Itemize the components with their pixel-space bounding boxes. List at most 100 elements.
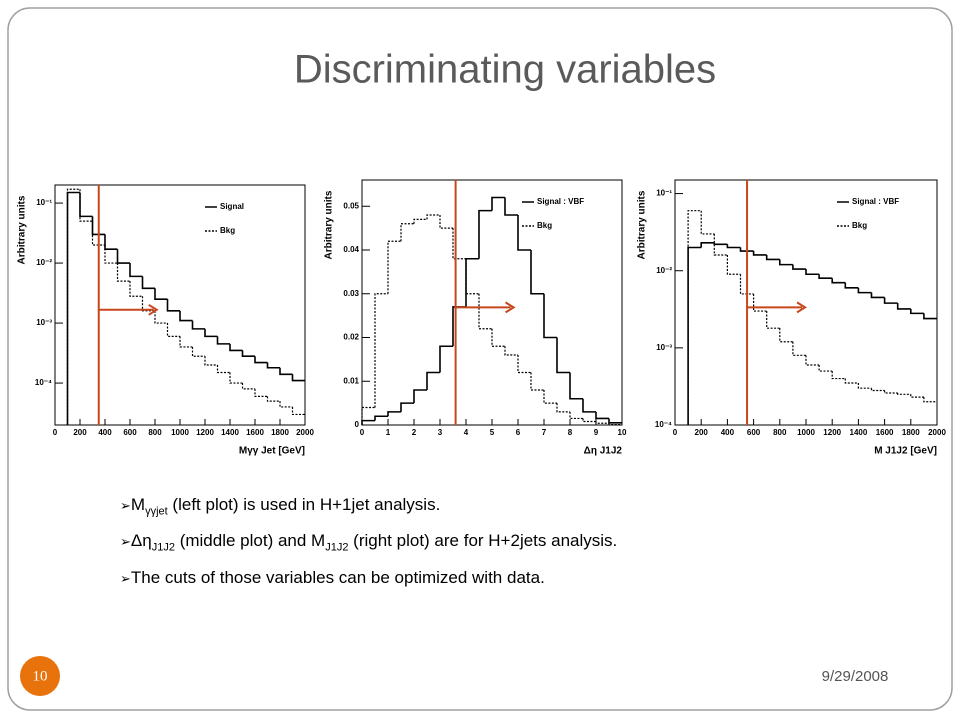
- x-tick-label: 1200: [196, 428, 214, 437]
- legend-label: Signal : VBF: [852, 197, 899, 206]
- histogram-bin: [491, 196, 505, 211]
- y-tick-label: 10⁻¹: [36, 198, 52, 207]
- histogram-bin: [884, 390, 898, 394]
- histogram-bin: [831, 371, 846, 380]
- histogram-bin: [910, 308, 924, 315]
- number-badge: [20, 656, 60, 696]
- histogram-bin: [116, 249, 130, 264]
- histogram-bin: [179, 310, 193, 322]
- histogram-bin: [465, 258, 479, 295]
- x-tick-label: 600: [747, 428, 761, 437]
- x-tick-label: 1000: [797, 428, 815, 437]
- histogram-bin: [426, 214, 440, 220]
- histogram-bin: [530, 250, 544, 295]
- x-tick-label: 8: [568, 428, 573, 437]
- histogram-bin: [753, 293, 767, 312]
- x-tick-label: 1000: [171, 428, 189, 437]
- histogram-bin: [229, 372, 243, 384]
- histogram-bin: [104, 234, 118, 251]
- cut-arrow-head: [505, 301, 516, 314]
- histogram-bin: [923, 313, 937, 320]
- histogram-bin: [361, 419, 375, 425]
- legend-label: Signal : VBF: [537, 197, 584, 206]
- histogram-bin: [779, 259, 793, 266]
- histogram-bin: [104, 245, 118, 264]
- y-tick-label: 0.01: [343, 376, 359, 385]
- histogram-bin: [465, 257, 479, 307]
- histogram-bin: [141, 276, 155, 290]
- histogram-bin: [857, 287, 872, 294]
- histogram-bin: [439, 345, 453, 373]
- legend-label: Signal: [220, 202, 244, 211]
- histogram-bin: [700, 210, 715, 235]
- histogram-bin: [556, 337, 570, 374]
- histogram-bin: [504, 197, 518, 216]
- bullet-marker: ➢: [120, 570, 131, 586]
- x-tick-label: 1400: [850, 428, 868, 437]
- x-tick-label: 2000: [928, 428, 946, 437]
- histogram-bin: [387, 240, 401, 294]
- histogram-bin: [79, 189, 93, 222]
- histogram-bin: [726, 244, 741, 249]
- histogram-bin: [400, 223, 414, 242]
- histogram-bin: [191, 346, 205, 357]
- histogram-bin: [254, 356, 268, 364]
- y-tick-label: 10⁻⁴: [35, 378, 52, 387]
- histogram-bin: [191, 320, 205, 330]
- histogram-bin: [582, 398, 596, 413]
- histogram-bin: [766, 311, 780, 329]
- histogram-bin: [818, 274, 833, 279]
- x-tick-label: 0: [53, 428, 58, 437]
- histogram-bin: [779, 328, 793, 343]
- histogram-bin: [241, 383, 255, 390]
- histogram-bin: [216, 365, 230, 374]
- histogram-bin: [792, 341, 806, 356]
- histogram-bin: [923, 397, 937, 403]
- x-tick-label: 2: [412, 428, 417, 437]
- y-tick-label: 10⁻⁴: [655, 420, 672, 429]
- histogram-bin: [216, 336, 230, 345]
- histogram-bin: [792, 264, 806, 270]
- histogram-bin: [400, 402, 414, 412]
- slide-title: Discriminating variables: [294, 48, 716, 92]
- histogram-bin: [478, 293, 492, 330]
- histogram-bin: [266, 396, 280, 402]
- histogram-bin: [413, 218, 427, 224]
- x-tick-label: 800: [773, 428, 787, 437]
- histogram-bin: [582, 418, 596, 423]
- histogram-bin: [241, 350, 255, 358]
- histogram-bin: [166, 299, 180, 312]
- y-tick-label: 10⁻²: [656, 266, 672, 275]
- subscript: J1J2: [151, 541, 175, 554]
- histogram-bin: [374, 293, 388, 408]
- histogram-bin: [726, 254, 741, 275]
- x-tick-label: 1400: [221, 428, 239, 437]
- histogram-bin: [129, 263, 143, 278]
- x-axis-label: Δη J1J2: [584, 446, 623, 457]
- slide-date: 9/29/2008: [822, 668, 889, 685]
- histogram-bin: [569, 372, 583, 400]
- histogram-bin: [700, 242, 715, 248]
- bullet-list: ➢Mγγjet (left plot) is used in H+1jet an…: [120, 490, 617, 594]
- histogram-bin: [857, 383, 872, 389]
- histogram-bin: [279, 401, 293, 408]
- cut-arrow-head: [796, 301, 807, 314]
- histogram-bin: [595, 411, 609, 420]
- histogram-bin: [569, 411, 583, 420]
- histogram-bin: [765, 254, 780, 261]
- x-tick-label: 4: [464, 428, 469, 437]
- histogram-bin: [374, 415, 388, 421]
- histogram-bin: [504, 346, 518, 356]
- x-axis-label: Mγγ Jet [GeV]: [239, 446, 305, 457]
- histogram-bin: [491, 328, 505, 347]
- histogram-bin: [179, 336, 193, 348]
- y-tick-label: 10⁻¹: [656, 189, 672, 198]
- y-tick-label: 0.03: [343, 289, 359, 298]
- histogram-bin: [805, 269, 820, 276]
- histogram-bin: [361, 406, 375, 425]
- histogram-bin: [478, 209, 492, 259]
- legend-label: Bkg: [537, 221, 552, 230]
- histogram-bin: [739, 274, 754, 295]
- histogram-bin: [608, 418, 622, 424]
